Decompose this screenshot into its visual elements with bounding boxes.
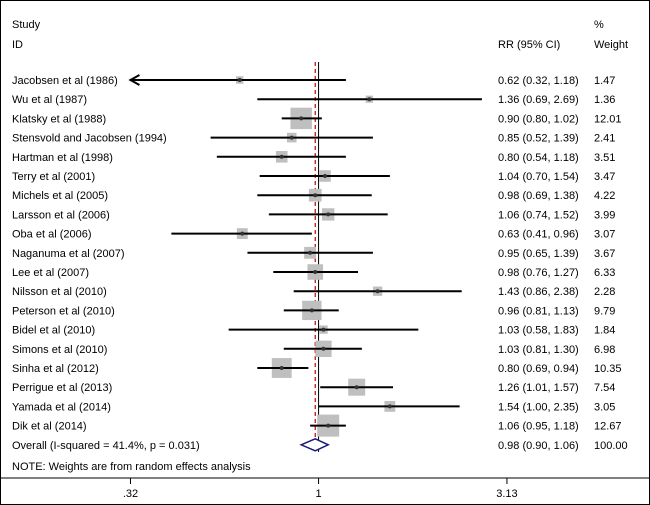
study-weight-text: 3.07 [594,229,615,241]
study-ci-text: 1.26 (1.01, 1.57) [498,382,579,394]
study-ci-text: 0.98 (0.69, 1.38) [498,190,579,202]
study-ci-text: 0.95 (0.65, 1.39) [498,248,579,260]
study-point [289,135,294,140]
study-ci-arrow [128,74,140,86]
study-label: Klatsky et al (1988) [12,113,106,125]
note-text: NOTE: Weights are from random effects an… [12,461,251,473]
study-weight-text: 12.67 [594,421,622,433]
study-label: Jacobsen et al (1986) [12,75,118,87]
study-weight-text: 9.79 [594,305,615,317]
study-label: Dik et al (2014) [12,421,87,433]
header-weight: Weight [594,39,628,51]
study-weight-text: 10.35 [594,363,622,375]
study-weight-text: 3.99 [594,209,615,221]
study-ci-text: 0.80 (0.54, 1.18) [498,152,579,164]
study-point [367,97,372,102]
header-rr: RR (95% CI) [498,39,560,51]
study-label: Bidel et al (2010) [12,325,95,337]
study-point [387,404,392,409]
study-ci-text: 0.63 (0.41, 0.96) [498,229,579,241]
study-weight-text: 6.33 [594,267,615,279]
study-label: Nilsson et al (2010) [12,286,107,298]
study-point [321,327,326,332]
study-point [237,78,242,82]
study-label: Michels et al (2005) [12,190,108,202]
study-ci-text: 0.90 (0.80, 1.02) [498,113,579,125]
study-point [313,270,318,274]
x-axis-ticks: .32 1 3.13 [123,478,518,500]
study-point [326,423,331,428]
study-rows: Jacobsen et al (1986) 0.62 (0.32, 1.18) 1.… [12,62,628,452]
study-label: Terry et al (2001) [12,171,95,183]
study-ci-text: 0.62 (0.32, 1.18) [498,75,579,87]
study-weight-text: 3.05 [594,401,615,413]
study-ci-text: 1.06 (0.74, 1.52) [498,209,579,221]
study-ci-text: 1.54 (1.00, 2.35) [498,401,579,413]
study-label: Perrigue et al (2013) [12,382,112,394]
study-point [323,174,328,178]
study-ci-text: 1.43 (0.86, 2.38) [498,286,579,298]
overall-weight-text: 100.00 [594,440,628,452]
study-weight-text: 3.51 [594,152,615,164]
study-label: Naganuma et al (2007) [12,248,125,260]
study-label: Yamada et al (2014) [12,401,111,413]
study-label: Sinha et al (2012) [12,363,99,375]
study-point [299,116,304,121]
study-weight-text: 4.22 [594,190,615,202]
study-ci-text: 1.03 (0.81, 1.30) [498,344,579,356]
study-point [309,308,314,313]
study-weight-text: 3.47 [594,171,615,183]
study-weight-text: 1.84 [594,325,615,337]
study-weight-text: 12.01 [594,113,622,125]
study-label: Oba et al (2006) [12,229,92,241]
study-label: Peterson et al (2010) [12,305,115,317]
study-point [326,212,331,217]
study-ci-text: 0.96 (0.81, 1.13) [498,305,579,317]
study-label: Larsson et al (2006) [12,209,110,221]
study-ci-text: 1.36 (0.69, 2.69) [498,94,579,106]
study-ci-text: 1.03 (0.58, 1.83) [498,325,579,337]
study-point [308,250,313,255]
header-id: ID [12,39,23,51]
study-ci-text: 0.98 (0.76, 1.27) [498,267,579,279]
study-point [240,231,245,236]
study-weight-text: 6.98 [594,344,615,356]
study-point [279,366,284,370]
header-study: Study [12,19,41,31]
study-ci-text: 1.06 (0.95, 1.18) [498,421,579,433]
study-label: Hartman et al (1998) [12,152,113,164]
x-tick-label: 3.13 [496,488,517,500]
study-weight-text: 2.41 [594,133,615,145]
study-point [354,385,359,390]
study-weight-text: 3.67 [594,248,615,260]
overall-diamond [299,437,330,452]
x-tick-label: 1 [316,488,322,500]
study-point [375,289,380,294]
study-weight-text: 2.28 [594,286,615,298]
header-percent: % [594,19,604,31]
study-ci-text: 0.85 (0.52, 1.39) [498,133,579,145]
study-label: Stensvold and Jacobsen (1994) [12,133,167,145]
study-label: Lee et al (2007) [12,267,89,279]
study-weight-text: 1.47 [594,75,615,87]
study-ci-text: 0.80 (0.69, 0.94) [498,363,579,375]
overall-label: Overall (I-squared = 41.4%, p = 0.031) [12,440,200,452]
study-point [313,193,318,198]
study-point [279,154,284,159]
study-weight-text: 1.36 [594,94,615,106]
study-label: Wu et al (1987) [12,94,87,106]
study-weight-text: 7.54 [594,382,615,394]
study-point [321,346,326,351]
study-ci-text: 1.04 (0.70, 1.54) [498,171,579,183]
overall-ci-text: 0.98 (0.90, 1.06) [498,440,579,452]
study-label: Simons et al (2010) [12,344,107,356]
x-tick-label: .32 [123,488,138,500]
